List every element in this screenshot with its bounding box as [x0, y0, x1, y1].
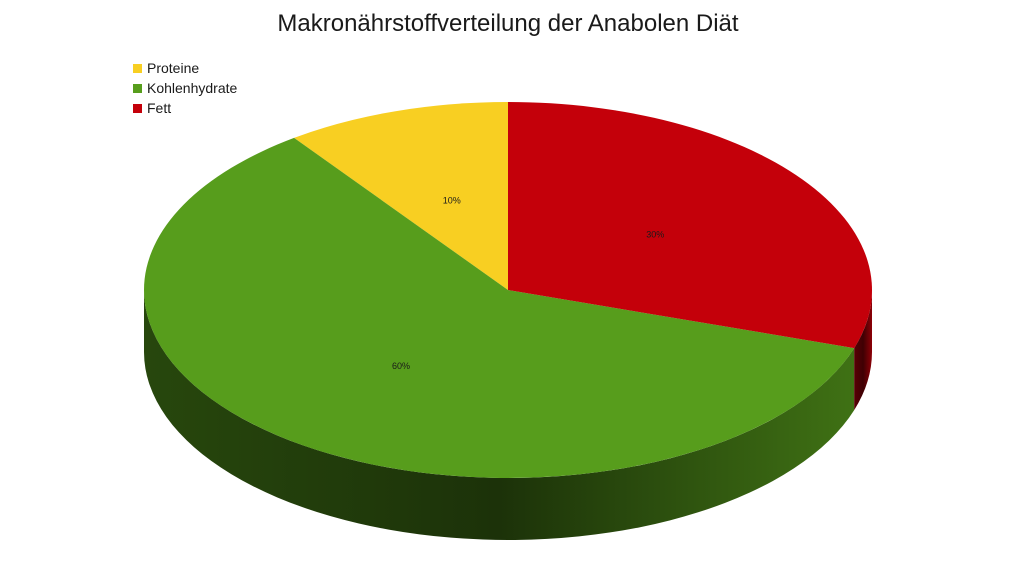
- data-label-proteine: 10%: [443, 196, 461, 206]
- chart-legend: Proteine Kohlenhydrate Fett: [133, 58, 237, 118]
- legend-swatch-proteine: [133, 63, 142, 73]
- pie-side-kohlenhydrate: [144, 290, 855, 540]
- legend-label-fett: Fett: [147, 100, 172, 116]
- legend-swatch-kohlenhydrate: [133, 83, 142, 93]
- pie-side-walls: [144, 290, 872, 540]
- pie-slice-fett: [508, 102, 872, 349]
- legend-label-proteine: Proteine: [147, 60, 200, 76]
- legend-item-proteine: Proteine: [133, 58, 237, 78]
- data-label-fett: 30%: [646, 230, 664, 240]
- legend-item-kohlenhydrate: Kohlenhydrate: [133, 78, 237, 98]
- legend-item-fett: Fett: [133, 98, 237, 118]
- pie-side-fett: [854, 290, 872, 411]
- pie-slice-proteine: [294, 102, 508, 290]
- pie-slice-kohlenhydrate: [143, 137, 855, 479]
- pie-data-labels: 10% 60% 30%: [392, 196, 664, 371]
- pie-slices: [143, 102, 872, 479]
- legend-swatch-fett: [133, 103, 142, 113]
- chart-title: Makronährstoffverteilung der Anabolen Di…: [277, 10, 739, 37]
- legend-label-kohlenhydrate: Kohlenhydrate: [147, 80, 238, 96]
- data-label-kohlenhydrate: 60%: [392, 361, 410, 371]
